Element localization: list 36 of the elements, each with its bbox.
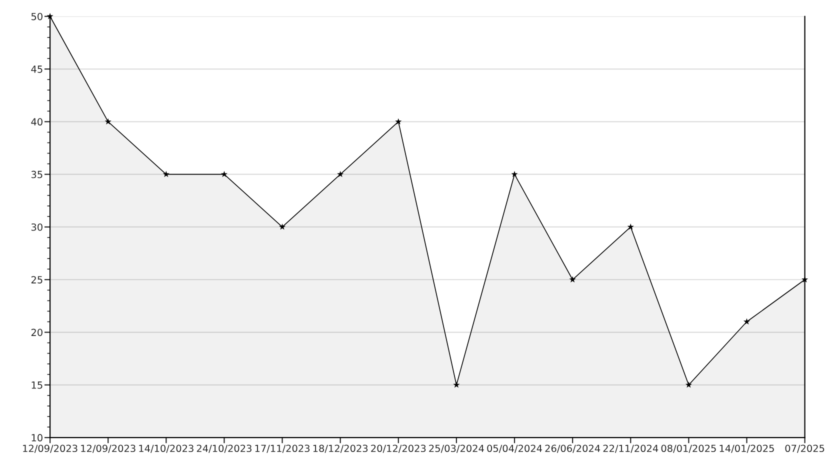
x-tick-label: 08/01/2025: [661, 444, 716, 453]
x-tick-label: 05/04/2024: [487, 444, 542, 453]
point: [162, 170, 170, 178]
point: [743, 318, 750, 325]
y-tick-label: 40: [31, 118, 42, 126]
y-tick-label: 10: [32, 434, 42, 442]
x-tick-label: 22/11/2024: [603, 444, 658, 453]
point: [395, 118, 402, 124]
y-tick-label: 35: [31, 170, 42, 178]
x-tick-label: 26/06/2024: [545, 444, 600, 453]
x-tick-label: 20/12/2023: [371, 444, 426, 453]
point: [627, 224, 634, 230]
x-tick-label: 14/01/2025: [720, 444, 774, 453]
x-tick-label: 17/11/2023: [255, 444, 310, 453]
y-tick-label: 50: [31, 12, 42, 20]
y-tick-label: 20: [31, 328, 42, 336]
x-tick-label: 24/10/2023: [196, 444, 252, 453]
point: [685, 381, 692, 388]
x-tick-label: 25/03/2024: [429, 444, 484, 453]
point: [46, 12, 54, 20]
y-tick-label: 25: [31, 276, 42, 284]
y-tick-label: 15: [32, 382, 42, 389]
x-tick-label: 14/10/2023: [139, 444, 194, 453]
x-tick-label: 07/2025: [785, 444, 824, 453]
point: [453, 381, 460, 388]
point: [511, 170, 518, 178]
point: [802, 276, 808, 282]
point: [337, 170, 344, 178]
x-tick-label: 18/12/2023: [313, 444, 368, 453]
y-tick-label: 45: [31, 66, 42, 73]
x-tick-label: 12/09/2023: [81, 444, 136, 453]
point: [569, 276, 576, 282]
x-tick-label: 12/09/2023: [23, 444, 78, 453]
point: [278, 224, 286, 230]
point: [104, 118, 112, 124]
y-tick-label: 30: [31, 223, 42, 231]
